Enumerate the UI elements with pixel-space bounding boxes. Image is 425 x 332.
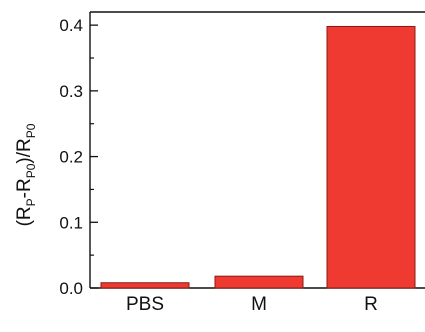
y-axis-title-open: (R xyxy=(14,206,35,226)
y-axis-title-close: )/R xyxy=(14,138,35,163)
y-axis-title-sub-1: P xyxy=(24,198,38,206)
y-tick-label: 0.4 xyxy=(59,16,83,35)
x-tick-label-pbs: PBS xyxy=(126,294,164,315)
y-tick-label: 0.1 xyxy=(59,213,83,232)
y-axis-title-minus: -R xyxy=(14,178,35,198)
y-tick-label: 0.2 xyxy=(59,148,83,167)
y-axis-title-sub-2: P0 xyxy=(24,163,38,178)
y-axis-title: (RP-RP0)/RP0 xyxy=(14,123,38,226)
x-tick-label-m: M xyxy=(251,294,267,315)
y-tick-label: 0.0 xyxy=(59,279,83,298)
bars xyxy=(100,25,416,289)
bar-pbs xyxy=(100,282,190,289)
bar-m xyxy=(214,275,304,289)
y-tick-label: 0.3 xyxy=(59,82,83,101)
y-axis-ticks: 0.0 0.1 0.2 0.3 0.4 xyxy=(59,16,98,298)
y-axis-title-sub-3: P0 xyxy=(24,123,38,138)
bar-r xyxy=(326,25,416,289)
x-axis-labels: PBS M R xyxy=(126,294,378,315)
x-tick-label-r: R xyxy=(364,294,378,315)
